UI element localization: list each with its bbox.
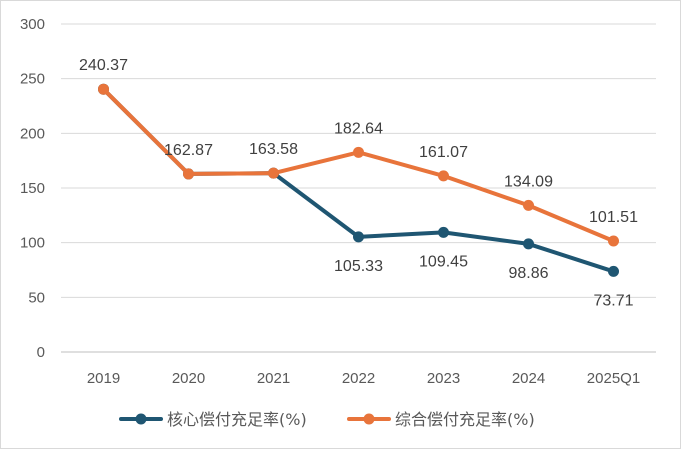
y-tick-label: 300 — [20, 16, 45, 33]
x-tick-label: 2020 — [172, 370, 205, 387]
y-tick-label: 200 — [20, 125, 45, 142]
gridlines — [61, 23, 656, 353]
data-point — [183, 168, 194, 180]
series-line — [101, 87, 616, 244]
data-label: 163.58 — [249, 141, 298, 158]
data-label: 73.71 — [593, 292, 633, 309]
y-tick-label: 50 — [28, 289, 45, 306]
data-point — [608, 265, 619, 277]
data-label: 101.51 — [589, 209, 638, 226]
x-tick-label: 2025Q1 — [587, 370, 640, 387]
legend-swatch-marker — [135, 413, 147, 425]
data-label: 182.64 — [334, 120, 383, 137]
data-point — [608, 235, 619, 247]
data-label: 161.07 — [419, 144, 468, 161]
x-tick-label: 2021 — [257, 370, 290, 387]
data-point — [523, 199, 534, 211]
x-tick-label: 2024 — [512, 370, 545, 387]
data-label: 105.33 — [334, 258, 383, 275]
data-point — [98, 83, 109, 95]
data-point — [438, 170, 449, 182]
data-label: 162.87 — [164, 142, 213, 159]
data-label: 240.37 — [79, 57, 128, 74]
data-point — [353, 146, 364, 158]
data-labels: 105.33 109.45 98.86 73.71 240.37 162.87 163.58… — [79, 57, 638, 309]
legend-swatch-marker — [363, 413, 375, 425]
series-lines — [98, 83, 619, 277]
x-tick-label: 2019 — [87, 370, 120, 387]
legend-label: 核心偿付充足率(%) — [167, 410, 307, 429]
y-tick-label: 150 — [20, 180, 45, 197]
y-tick-label: 0 — [37, 344, 45, 361]
y-tick-label: 250 — [20, 71, 45, 88]
x-tick-label: 2023 — [427, 370, 460, 387]
data-label: 134.09 — [504, 173, 553, 190]
data-label: 98.86 — [508, 265, 548, 282]
axes: 0 50 100 150 200 250 300 2019 2020 2021 2022 2023 20… — [20, 16, 640, 387]
data-point — [268, 167, 279, 179]
y-tick-label: 100 — [20, 235, 45, 252]
x-tick-label: 2022 — [342, 370, 375, 387]
legend: 核心偿付充足率(%) 综合偿付充足率(%) — [119, 410, 535, 429]
data-point — [523, 238, 534, 250]
data-point — [438, 226, 449, 238]
data-point — [353, 231, 364, 243]
data-label: 109.45 — [419, 253, 468, 270]
legend-label: 综合偿付充足率(%) — [395, 410, 535, 429]
